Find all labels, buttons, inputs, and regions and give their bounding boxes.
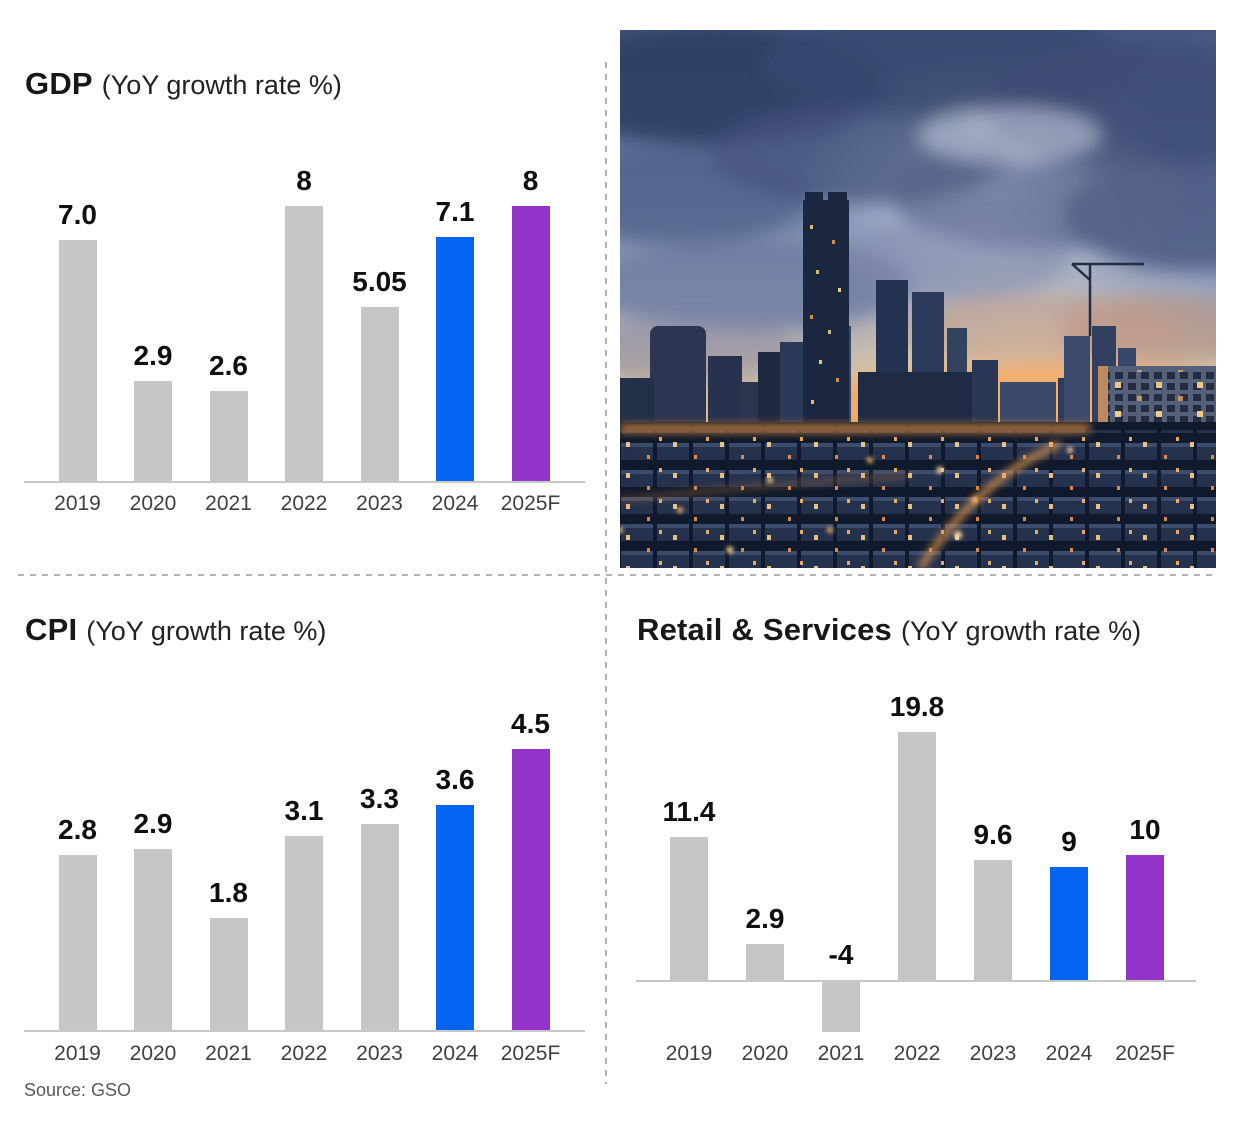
x-axis-label: 2019 — [54, 492, 101, 515]
cpi-chart-title: CPI (YoY growth rate %) — [25, 612, 326, 648]
retail-title-subtext: (YoY growth rate %) — [901, 616, 1142, 646]
bar-2020 — [134, 848, 172, 1030]
bar-value-label: 3.1 — [284, 795, 324, 827]
x-axis-label: 2025F — [1115, 1042, 1175, 1065]
bar-2024 — [436, 805, 474, 1030]
x-axis-label: 2024 — [431, 492, 479, 515]
bar-value-label: 2.6 — [209, 350, 248, 382]
bar-2022 — [285, 836, 323, 1030]
x-axis-label: 2023 — [356, 492, 403, 515]
x-axis-label: 2022 — [893, 1042, 941, 1065]
bar-2023 — [360, 823, 399, 1030]
bar-value-label: 3.6 — [435, 764, 475, 795]
x-axis-label: 2021 — [205, 1042, 252, 1065]
bar-value-label: 2.9 — [133, 340, 173, 372]
bar-value-label: -4 — [828, 939, 854, 970]
x-axis-label: 2025F — [500, 492, 561, 515]
retail-title-text: Retail & Services — [637, 612, 892, 647]
bar-2020 — [746, 943, 784, 980]
x-axis-label: 2023 — [969, 1042, 1017, 1065]
bar-2025F — [511, 205, 550, 481]
bar-2019 — [670, 836, 708, 980]
x-axis-label: 2019 — [665, 1042, 713, 1065]
x-axis-label: 2025F — [500, 1042, 561, 1065]
bar-value-label: 2.8 — [58, 814, 97, 845]
bar-value-label: 4.5 — [511, 707, 550, 739]
bar-2022 — [285, 205, 323, 481]
bar-2023 — [974, 859, 1012, 980]
bar-value-label: 7.0 — [58, 198, 97, 230]
x-axis-line — [24, 1030, 585, 1032]
x-axis-label: 2022 — [280, 492, 328, 515]
x-axis-label: 2021 — [205, 492, 252, 515]
bar-2024 — [436, 236, 474, 481]
x-axis-label: 2024 — [1045, 1042, 1093, 1065]
bar-value-label: 5.05 — [352, 266, 407, 298]
bar-value-label: 7.1 — [435, 195, 475, 227]
x-axis-label: 2020 — [741, 1042, 789, 1065]
bar-2025F — [511, 748, 550, 1030]
gdp-title-text: GDP — [25, 66, 93, 101]
x-axis-line — [24, 481, 585, 483]
bar-2025F — [1126, 854, 1164, 980]
bar-value-label: 9 — [1061, 826, 1077, 858]
bar-value-label: 9.6 — [973, 818, 1013, 850]
source-note: Source: GSO — [24, 1080, 132, 1100]
bar-2023 — [360, 307, 399, 481]
bar-value-label: 2.9 — [745, 902, 785, 934]
bar-value-label: 19.8 — [889, 690, 945, 722]
x-axis-label: 2019 — [54, 1042, 101, 1065]
vertical-dashed-divider — [605, 62, 607, 1084]
x-axis-label: 2023 — [356, 1042, 403, 1065]
bar-value-label: 3.3 — [360, 782, 399, 814]
x-axis-line — [636, 980, 1196, 982]
horizontal-dashed-divider — [18, 574, 1216, 576]
bar-value-label: 1.8 — [209, 876, 248, 908]
x-axis-label: 2020 — [129, 492, 177, 515]
x-axis-label: 2020 — [129, 1042, 177, 1065]
bar-2019 — [58, 239, 97, 481]
gdp-title-subtext: (YoY growth rate %) — [101, 70, 342, 100]
bar-2019 — [58, 855, 97, 1030]
bar-value-label: 8 — [522, 164, 539, 196]
bar-2021 — [822, 982, 860, 1033]
x-axis-label: 2022 — [280, 1042, 328, 1065]
bar-2021 — [209, 391, 248, 481]
bar-value-label: 2.9 — [133, 807, 173, 839]
bar-value-label: 8 — [296, 164, 312, 196]
gdp-chart-title: GDP (YoY growth rate %) — [25, 66, 342, 102]
city-skyline-sunset-photo — [620, 30, 1216, 568]
bar-value-label: 10 — [1129, 813, 1161, 845]
x-axis-label: 2021 — [817, 1042, 865, 1065]
bar-2021 — [209, 917, 248, 1030]
retail-chart-title: Retail & Services (YoY growth rate %) — [637, 612, 1141, 648]
bar-2024 — [1050, 867, 1088, 980]
bar-2020 — [134, 381, 172, 481]
cpi-title-subtext: (YoY growth rate %) — [86, 616, 327, 646]
x-axis-label: 2024 — [431, 1042, 479, 1065]
bar-2022 — [898, 731, 936, 980]
bar-value-label: 11.4 — [662, 795, 716, 827]
cpi-title-text: CPI — [25, 612, 78, 647]
